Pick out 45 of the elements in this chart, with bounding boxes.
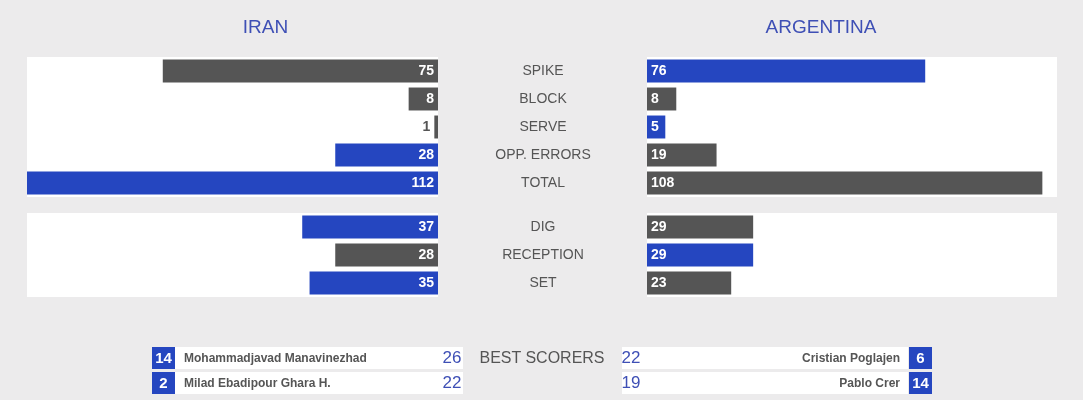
data-label: 112 [411, 174, 435, 190]
text: 14 [155, 349, 173, 366]
text: Pablo Crer [839, 376, 901, 390]
text: Mohammadjavad Manavinezhad [184, 351, 367, 365]
data-label: 8 [426, 90, 435, 106]
y-tick-label: OPP. ERRORS [495, 146, 591, 162]
text: BEST SCORERS [479, 349, 605, 366]
y-tick-label: SPIKE [522, 62, 564, 78]
data-label: 8 [651, 90, 659, 106]
bar [647, 59, 926, 83]
data-label: 35 [418, 274, 435, 290]
y-tick-label: SERVE [519, 118, 567, 134]
data-label: 75 [418, 62, 435, 78]
text: Cristian Poglajen [801, 351, 900, 365]
y-tick-label: BLOCK [519, 90, 568, 106]
text: 26 [442, 348, 462, 367]
data-label: 28 [418, 246, 435, 262]
y-tick-label: DIG [530, 218, 556, 234]
data-label: 37 [418, 218, 435, 234]
data-label: 28 [418, 146, 435, 162]
bar [434, 115, 438, 139]
text: Milad Ebadipour Ghara H. [184, 376, 331, 390]
text: 6 [916, 349, 925, 366]
data-label: 29 [651, 246, 667, 262]
data-label: 1 [422, 118, 431, 134]
text: 2 [159, 374, 168, 391]
bar [335, 143, 438, 167]
data-label: 76 [651, 62, 667, 78]
chart-title: ARGENTINA [765, 16, 877, 37]
chart-title: IRAN [242, 16, 289, 37]
bar [647, 171, 1043, 195]
y-tick-label: RECEPTION [502, 246, 584, 262]
data-label: 5 [651, 118, 659, 134]
y-tick-label: SET [529, 274, 558, 290]
text: 22 [442, 373, 462, 392]
text: 19 [621, 373, 641, 392]
data-label: 29 [651, 218, 667, 234]
text: 14 [912, 374, 930, 391]
data-label: 23 [651, 274, 667, 290]
bar [162, 59, 438, 83]
data-label: 19 [651, 146, 667, 162]
y-tick-label: TOTAL [521, 174, 566, 190]
bar [27, 171, 438, 195]
text: 22 [621, 348, 641, 367]
data-label: 108 [651, 174, 675, 190]
